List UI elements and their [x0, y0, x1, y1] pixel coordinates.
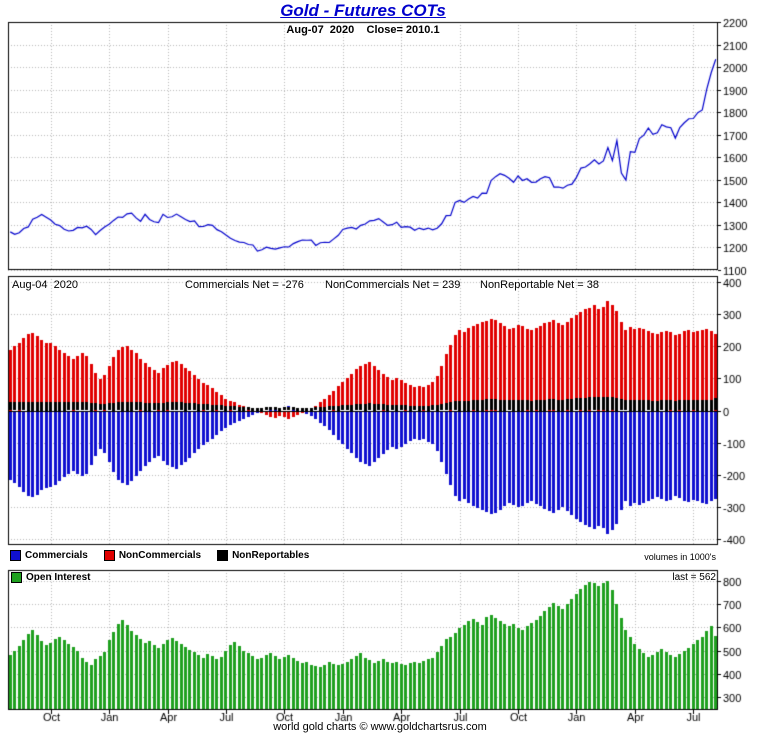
volumes-note: volumes in 1000's [644, 552, 716, 562]
legend-item-commercials: Commercials [10, 550, 88, 561]
open-interest-last-label: last = 562 [672, 572, 716, 583]
footer-caption: world gold charts © www.goldchartsrus.co… [273, 721, 487, 733]
open-interest-legend: Open Interest [11, 572, 90, 583]
noncommercials-legend-label: NonCommercials [118, 549, 202, 561]
open-interest-legend-label: Open Interest [26, 571, 91, 583]
nonreportables-swatch [217, 550, 229, 561]
price-panel-subtitle: Aug-07 2020 Close= 2010.1 [286, 24, 440, 36]
cot-panel-date: Aug-04 2020 [12, 279, 79, 291]
commercials-swatch [10, 550, 21, 561]
legend-item-nonreportables: NonReportables [217, 550, 309, 561]
noncommercials-swatch [103, 550, 115, 561]
commercials-legend-label: Commercials [25, 549, 88, 561]
open-interest-swatch [11, 572, 22, 583]
nonreportable-net-label: NonReportable Net = 38 [480, 279, 599, 291]
noncommercials-net-label: NonCommercials Net = 239 [325, 279, 461, 291]
chart-title: Gold - Futures COTs [280, 1, 446, 20]
commercials-net-label: Commercials Net = -276 [185, 279, 304, 291]
legend-item-noncommercials: NonCommercials [103, 549, 202, 561]
cot-legend: Commercials NonCommercials NonReportable… [10, 550, 309, 561]
nonreportables-legend-label: NonReportables [232, 549, 310, 561]
